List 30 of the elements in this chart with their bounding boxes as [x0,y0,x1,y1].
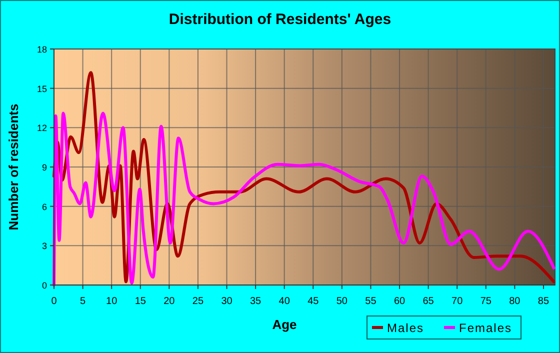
x-tick-label: 85 [538,296,550,307]
x-axis-title: Age [272,317,297,332]
y-tick-label: 12 [36,123,47,134]
x-tick-label: 60 [394,296,406,307]
x-tick-label: 0 [51,296,58,307]
x-tick-label: 55 [365,296,377,307]
x-tick-label: 70 [452,296,464,307]
legend-label: Males [387,321,424,335]
x-tick-label: 20 [164,296,176,307]
y-tick-label: 15 [36,84,47,94]
x-tick-label: 5 [80,296,86,307]
x-tick-label: 40 [278,296,290,307]
y-axis-title: Number of residents [6,104,21,230]
x-tick-label: 15 [134,296,146,307]
x-tick-label: 30 [221,296,233,307]
x-tick-label: 50 [336,296,348,307]
legend-label: Females [459,321,512,335]
x-tick-label: 25 [192,296,204,307]
x-tick-label: 75 [480,296,492,307]
x-tick-label: 80 [509,296,521,307]
chart-title: Distribution of Residents' Ages [168,11,392,28]
y-tick-label: 18 [36,44,47,54]
x-tick-label: 35 [250,296,262,307]
x-tick-label: 10 [106,296,118,307]
x-tick-label: 45 [308,296,320,307]
y-tick-label: 3 [42,241,47,252]
y-tick-label: 9 [42,162,47,172]
x-tick-label: 65 [422,296,434,307]
y-tick-label: 0 [42,280,47,290]
y-tick-label: 6 [42,202,47,212]
